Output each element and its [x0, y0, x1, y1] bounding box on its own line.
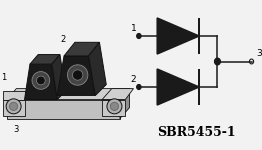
Text: 2: 2: [60, 35, 65, 44]
Polygon shape: [3, 91, 25, 99]
Polygon shape: [157, 69, 199, 105]
Polygon shape: [30, 55, 60, 64]
Circle shape: [73, 70, 83, 80]
Polygon shape: [102, 99, 125, 116]
Circle shape: [249, 59, 254, 64]
Circle shape: [36, 76, 45, 85]
Text: 1: 1: [130, 24, 136, 33]
Circle shape: [110, 102, 118, 110]
Circle shape: [137, 34, 141, 38]
Text: 3: 3: [14, 125, 19, 134]
Polygon shape: [64, 42, 100, 56]
Polygon shape: [3, 99, 25, 116]
Polygon shape: [52, 55, 66, 99]
Circle shape: [137, 85, 141, 89]
Text: SBR5455-1: SBR5455-1: [157, 126, 236, 138]
Text: 1: 1: [1, 73, 7, 82]
Circle shape: [67, 65, 88, 85]
Circle shape: [9, 102, 18, 110]
Polygon shape: [7, 99, 120, 119]
Text: 2: 2: [131, 75, 136, 84]
Polygon shape: [7, 89, 129, 99]
Circle shape: [107, 99, 122, 114]
Polygon shape: [57, 56, 95, 95]
Circle shape: [6, 99, 21, 114]
Polygon shape: [157, 18, 199, 54]
Polygon shape: [102, 89, 134, 99]
Text: 3: 3: [257, 50, 262, 58]
Circle shape: [215, 58, 220, 65]
Circle shape: [32, 72, 50, 89]
Polygon shape: [120, 89, 129, 119]
Polygon shape: [89, 42, 106, 95]
Polygon shape: [25, 64, 57, 99]
